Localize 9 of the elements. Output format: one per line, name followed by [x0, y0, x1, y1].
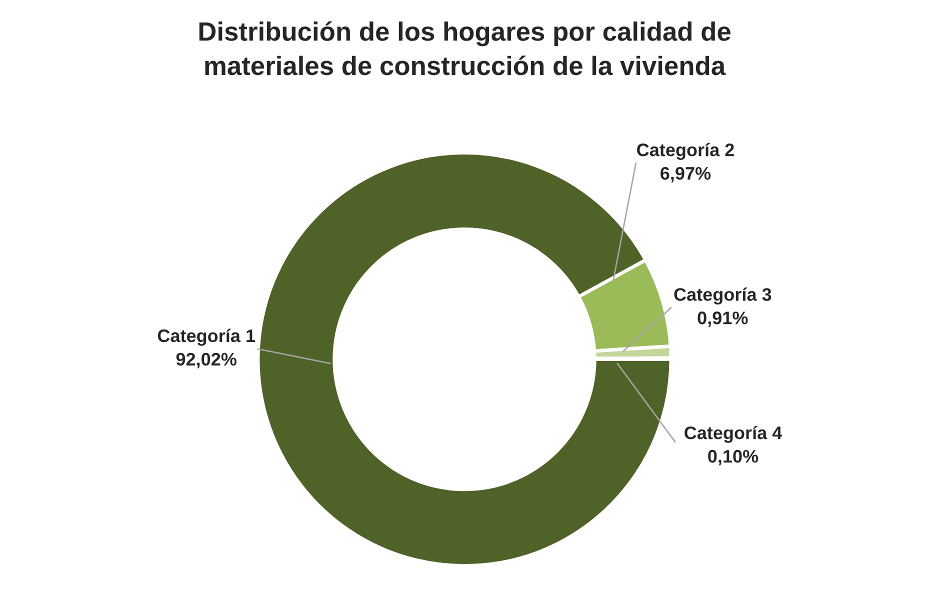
data-label: 92,02%	[176, 352, 236, 368]
data-label: 0,10%	[708, 450, 758, 466]
slice-label: Categoría 2	[637, 142, 734, 160]
chart-title: Distribución de los hogares por calidad de materiales de construcción de la vivienda	[199, 21, 730, 76]
slice-label: Categoría 3	[674, 287, 772, 305]
slice-label: Categoría 4	[684, 426, 782, 443]
data-label: 0,91%	[698, 312, 748, 327]
data-label: 6,97%	[660, 166, 711, 182]
slice-label: Categoría 1	[158, 328, 256, 346]
